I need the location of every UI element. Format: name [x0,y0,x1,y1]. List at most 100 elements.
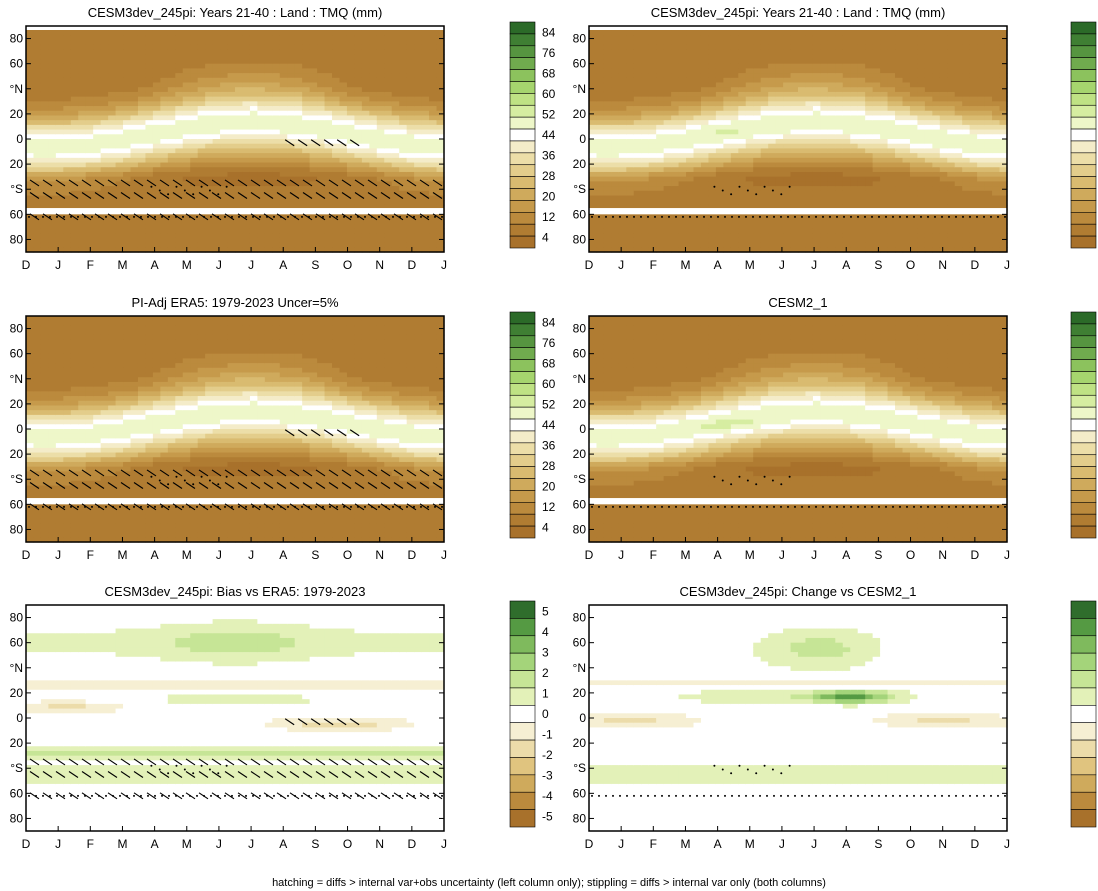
heatmap-cell [850,162,859,168]
heatmap-cell [332,49,341,55]
heatmap-cell [618,237,627,244]
heatmap-cell [633,63,642,69]
hatch-mark [302,213,313,221]
heatmap-cell [93,181,102,187]
heatmap-cell [33,120,42,126]
heatmap-cell [633,237,642,244]
heatmap-cell [235,219,244,225]
heatmap-cell [384,242,393,248]
heatmap-cell [671,247,680,253]
hatch-mark [276,192,287,199]
heatmap-cell [332,35,341,41]
heatmap-cell [40,157,49,164]
heatmap-cell [130,139,139,145]
heatmap-cell [827,242,836,248]
heatmap-cell [603,181,612,187]
heatmap-cell [272,120,281,126]
heatmap-cell [723,148,732,154]
heatmap-cell [436,233,445,239]
heatmap-cell [287,91,296,98]
heatmap-cell [406,134,415,140]
heatmap-cell [63,96,72,102]
heatmap-cell [596,186,605,192]
heatmap-cell [835,49,844,55]
heatmap-cell [820,214,829,220]
heatmap-cell [63,200,72,206]
heatmap-cell [589,153,598,159]
heatmap-cell [827,181,836,187]
heatmap-cell [887,101,896,107]
heatmap-cell [227,204,236,211]
heatmap-cell [611,115,620,121]
heatmap-cell [626,167,635,173]
heatmap-cell [887,176,896,182]
heatmap-cell [611,223,620,230]
heatmap-cell [324,120,333,126]
heatmap-cell [346,190,356,197]
heatmap-cell [842,204,851,211]
heatmap-cell [26,124,35,131]
heatmap-cell [317,200,326,206]
heatmap-cell [317,139,326,145]
heatmap-cell [820,181,829,187]
heatmap-cell [768,186,777,192]
heatmap-cell [872,186,881,192]
heatmap-cell [872,129,881,135]
heatmap-cell [93,237,102,244]
heatmap-cell [671,49,680,55]
heatmap-cell [220,162,229,168]
heatmap-cell [753,120,762,126]
heatmap-cell [190,242,199,248]
heatmap-cell [137,200,147,206]
heatmap-cell [346,204,356,211]
heatmap-cell [738,176,747,182]
heatmap-cell [596,204,605,211]
heatmap-cell [406,171,415,178]
heatmap-cell [145,82,154,88]
heatmap-cell [421,139,430,145]
heatmap-cell [317,124,326,131]
heatmap-cell [249,124,258,131]
heatmap-cell [48,167,57,173]
heatmap-cell [775,171,784,178]
heatmap-cell [354,153,363,159]
heatmap-cell [160,195,169,201]
heatmap-cell [686,242,695,248]
heatmap-cell [63,77,72,84]
heatmap-cell [872,73,881,79]
heatmap-cell [738,200,747,206]
heatmap-cell [686,58,695,65]
heatmap-cell [70,237,79,244]
heatmap-cell [738,82,747,88]
heatmap-cell [339,200,348,206]
heatmap-cell [723,162,732,168]
heatmap-cell [663,44,672,51]
heatmap-cell [137,162,147,168]
heatmap-cell [760,134,769,140]
heatmap-cell [406,162,415,168]
heatmap-cell [78,106,87,112]
heatmap-cell [827,106,836,112]
heatmap-cell [671,44,680,51]
heatmap-cell [309,214,318,220]
heatmap-cell [167,139,176,145]
heatmap-cell [339,134,348,140]
heatmap-cell [369,58,378,65]
heatmap-cell [436,237,445,244]
heatmap-cell [391,110,400,117]
heatmap-cell [436,54,445,60]
heatmap-cell [700,124,710,131]
heatmap-cell [137,129,147,135]
heatmap-cell [257,204,266,211]
heatmap-cell [145,237,154,244]
heatmap-cell [700,167,710,173]
heatmap-cell [827,30,836,37]
stipple-dot [175,215,177,218]
heatmap-cell [26,134,35,140]
heatmap-cell [309,200,318,206]
heatmap-cell [376,139,385,145]
heatmap-cell [656,115,665,121]
heatmap-cell [596,242,605,248]
heatmap-cell [145,87,154,93]
heatmap-cell [783,44,792,51]
